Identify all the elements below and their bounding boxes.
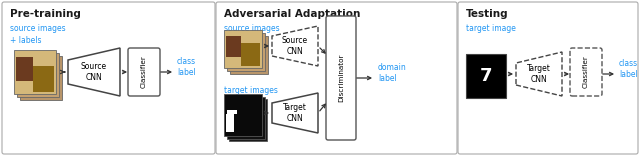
Polygon shape: [272, 93, 318, 133]
Text: Testing: Testing: [466, 9, 509, 19]
Bar: [224, 30, 262, 68]
Bar: [229, 99, 267, 141]
Text: Source
CNN: Source CNN: [81, 62, 107, 82]
Text: 7: 7: [480, 67, 492, 85]
FancyBboxPatch shape: [216, 2, 457, 154]
Bar: [241, 43, 260, 66]
FancyBboxPatch shape: [326, 16, 356, 140]
Polygon shape: [68, 48, 120, 96]
FancyBboxPatch shape: [2, 2, 215, 154]
Text: Pre-training: Pre-training: [10, 9, 81, 19]
Text: Classifier: Classifier: [583, 56, 589, 88]
Bar: [16, 57, 33, 81]
FancyBboxPatch shape: [570, 48, 602, 96]
Bar: [33, 66, 54, 92]
Text: Discriminator: Discriminator: [338, 54, 344, 102]
Polygon shape: [516, 52, 562, 96]
Text: Classifier: Classifier: [141, 56, 147, 88]
Text: class
label: class label: [619, 59, 638, 79]
Text: domain
label: domain label: [378, 63, 407, 83]
Bar: [466, 54, 506, 98]
Bar: [227, 110, 237, 114]
Bar: [20, 56, 62, 100]
Bar: [226, 36, 241, 57]
Text: target images: target images: [224, 86, 278, 95]
FancyBboxPatch shape: [128, 48, 160, 96]
Polygon shape: [272, 26, 318, 66]
Bar: [230, 116, 234, 122]
FancyBboxPatch shape: [458, 2, 638, 154]
Text: source images: source images: [224, 24, 280, 33]
Text: Target
CNN: Target CNN: [283, 103, 307, 123]
Bar: [17, 53, 59, 97]
Text: class
label: class label: [177, 57, 196, 77]
Bar: [224, 94, 262, 136]
Text: Source
CNN: Source CNN: [282, 36, 308, 56]
Text: source images
+ labels: source images + labels: [10, 24, 66, 45]
Bar: [227, 97, 264, 139]
Text: Target
CNN: Target CNN: [527, 64, 551, 84]
Text: target image: target image: [466, 24, 516, 33]
Bar: [226, 114, 234, 132]
Bar: [227, 33, 265, 71]
Bar: [14, 50, 56, 94]
Text: Adversarial Adaptation: Adversarial Adaptation: [224, 9, 360, 19]
Bar: [230, 36, 268, 74]
